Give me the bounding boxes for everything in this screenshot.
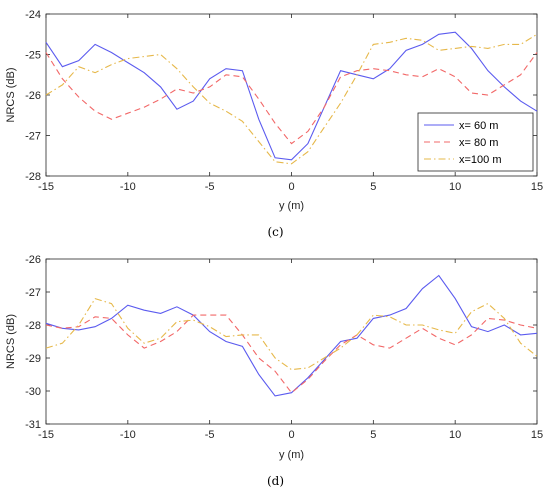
- y-tick-label: -24: [25, 9, 41, 21]
- y-axis-label: NRCS (dB): [5, 67, 17, 122]
- chart-panel-d: -15 -10 -5 0 5 10 15 -26 -27 -28 -29 -30 -31 y (m) NRC…: [5, 254, 543, 488]
- x-tick-label: 10: [449, 429, 461, 441]
- x-tick-label: -10: [120, 429, 136, 441]
- y-tick-label: -31: [25, 419, 41, 431]
- legend-label-3: x=100 m: [459, 154, 502, 166]
- plot-area: [45, 258, 538, 425]
- legend-label-2: x= 80 m: [459, 137, 498, 149]
- x-tick-label: 5: [370, 429, 376, 441]
- x-tick-label: 15: [531, 429, 543, 441]
- x-tick-label: 0: [288, 181, 294, 193]
- x-tick-label: 0: [288, 429, 294, 441]
- x-tick-label: 15: [531, 181, 543, 193]
- series-line-2: [45, 52, 538, 145]
- y-tick-label: -25: [25, 50, 41, 62]
- x-tick-label: -5: [205, 181, 215, 193]
- series-line-1: [45, 274, 538, 397]
- x-tick-label: -5: [205, 429, 215, 441]
- x-tick-label: -10: [120, 181, 136, 193]
- panel-caption: (d): [267, 474, 284, 488]
- series-line-1: [45, 31, 538, 161]
- x-tick-label: 10: [449, 181, 461, 193]
- y-tick-label: -30: [25, 386, 41, 398]
- y-tick-label: -26: [25, 254, 41, 266]
- y-tick-label: -28: [25, 171, 41, 183]
- x-axis-label: y (m): [279, 200, 304, 212]
- y-axis-label: NRCS (dB): [5, 314, 17, 369]
- x-axis-label: y (m): [279, 449, 304, 461]
- panel-caption: (c): [267, 225, 283, 239]
- y-tick-label: -28: [25, 320, 41, 332]
- y-tick-label: -26: [25, 90, 41, 102]
- legend-label-1: x= 60 m: [459, 120, 498, 132]
- y-tick-label: -29: [25, 353, 41, 365]
- series-line-3: [45, 33, 538, 165]
- series-line-2: [45, 314, 538, 394]
- x-tick-label: -15: [38, 429, 54, 441]
- x-tick-label: 5: [370, 181, 376, 193]
- y-tick-label: -27: [25, 131, 41, 143]
- y-tick-label: -27: [25, 287, 41, 299]
- series-line-3: [45, 297, 538, 371]
- chart-panel-c: -15 -10 -5 0 5 10 15 -24 -25 -26 -27 -28 y (m) NRCS (…: [5, 9, 543, 239]
- x-tick-label: -15: [38, 181, 54, 193]
